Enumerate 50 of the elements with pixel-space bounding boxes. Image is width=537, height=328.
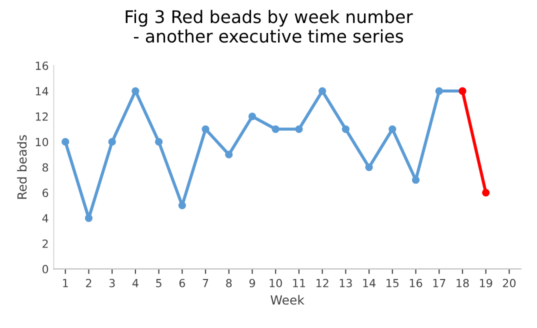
- point: [178, 202, 186, 210]
- x-tick-label: 1: [63, 279, 68, 288]
- y-tick-label: 2: [42, 240, 48, 248]
- point: [318, 87, 326, 95]
- y-tick-label: 8: [42, 163, 48, 172]
- x-tick-label: 20: [502, 278, 516, 288]
- point: [225, 150, 233, 158]
- y-tick-label: 0: [42, 264, 48, 274]
- x-tick-label: 3: [109, 278, 115, 288]
- x-tick-label: 11: [293, 279, 306, 288]
- y-tick-label: 14: [36, 87, 48, 96]
- point: [435, 87, 443, 95]
- point: [482, 188, 490, 197]
- x-tick-label: 19: [480, 278, 492, 288]
- x-tick-label: 6: [179, 278, 186, 288]
- point: [84, 214, 93, 222]
- x-tick-label: 14: [363, 279, 376, 288]
- x-tick-label: 17: [433, 279, 446, 288]
- y-tick-label: 16: [36, 62, 48, 70]
- x-tick-label: 10: [270, 278, 282, 288]
- point: [295, 125, 303, 133]
- x-tick-label: 5: [156, 279, 162, 288]
- x-tick-label: 8: [226, 278, 232, 288]
- point: [412, 176, 420, 184]
- x-axis-title: Week: [270, 294, 304, 305]
- point: [388, 125, 396, 133]
- point: [248, 112, 256, 120]
- x-tick-label: 13: [340, 278, 352, 288]
- x-tick-label: 16: [410, 278, 422, 288]
- x-tick-label: 18: [456, 278, 469, 288]
- point: [108, 138, 116, 146]
- x-tick-label: 2: [86, 278, 92, 288]
- point: [272, 125, 280, 133]
- y-tick-label: 6: [42, 188, 48, 198]
- point: [365, 163, 373, 172]
- point: [132, 87, 140, 95]
- x-tick-label: 12: [316, 278, 328, 288]
- point: [155, 138, 163, 146]
- chart-title: Fig 3 Red beads by week number - another executive time series: [126, 10, 413, 43]
- x-tick-label: 9: [249, 278, 256, 288]
- x-tick-label: 15: [386, 279, 399, 288]
- x-tick-label: 7: [202, 279, 208, 288]
- point: [202, 125, 210, 133]
- x-tick-label: 4: [132, 279, 138, 288]
- y-tick-label: 4: [42, 214, 48, 222]
- y-axis-title: Red beads: [17, 135, 27, 199]
- y-tick-label: 12: [36, 112, 48, 121]
- point: [62, 138, 70, 146]
- point: [342, 125, 350, 133]
- y-tick-label: 10: [36, 138, 48, 146]
